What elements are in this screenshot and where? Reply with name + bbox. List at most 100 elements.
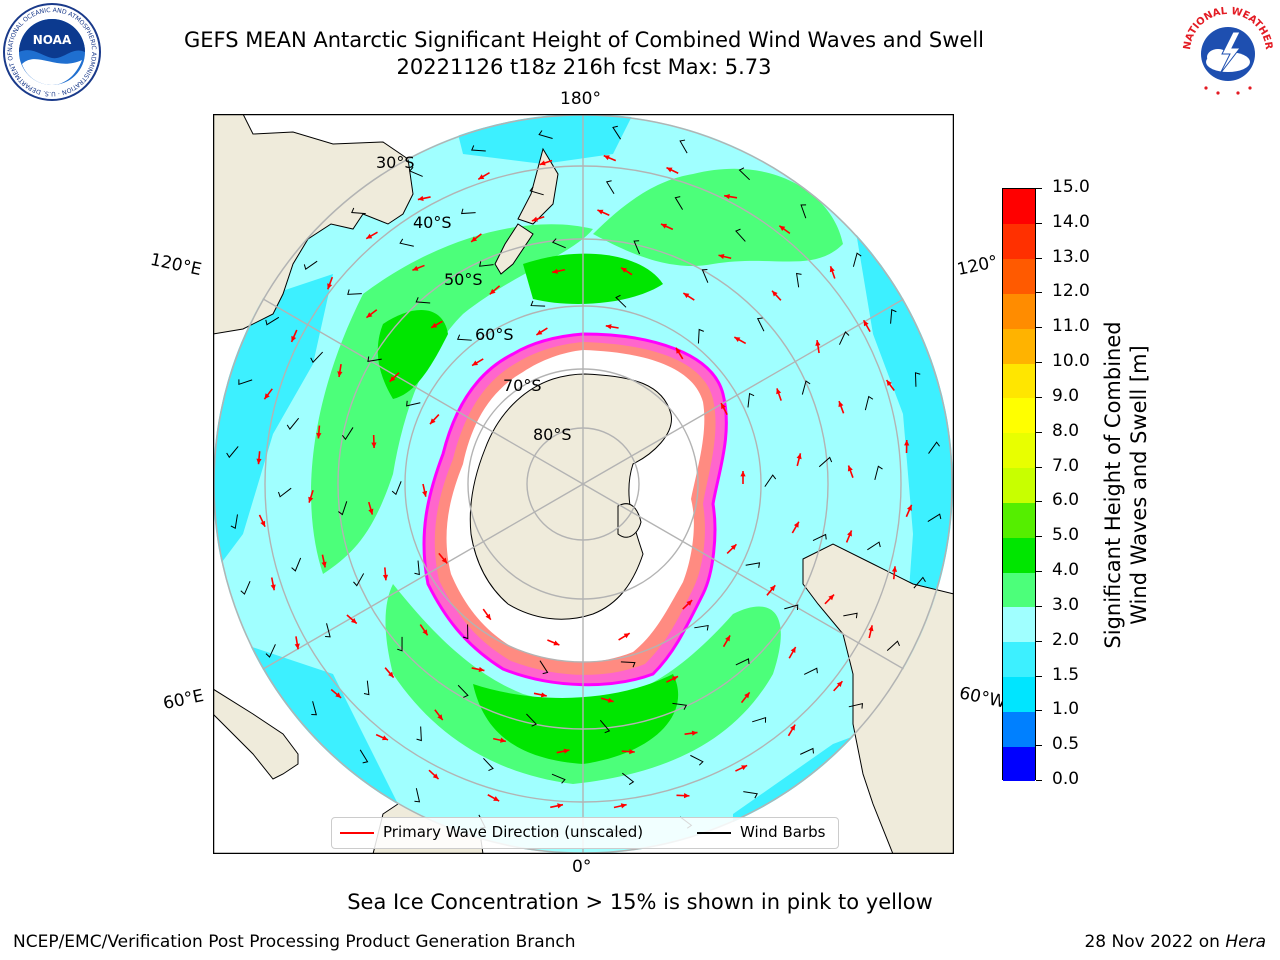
- wind-barb: [690, 754, 704, 766]
- wave-direction-arrowhead: [472, 360, 479, 366]
- colorbar-tick-label: 1.0: [1052, 699, 1080, 720]
- wind-barb: [679, 139, 688, 154]
- wind-barb: [745, 562, 761, 568]
- colorbar-tick-label: 15.0: [1052, 177, 1090, 197]
- wind-barb: [551, 773, 566, 784]
- wave-direction-arrowhead: [264, 393, 270, 400]
- colorbar-tick-label: 11.0: [1052, 316, 1090, 337]
- wind-barb: [286, 417, 300, 430]
- wave-direction-arrowhead: [838, 401, 844, 408]
- wave-direction-arrowhead: [493, 796, 500, 802]
- wave-direction-arrowhead: [366, 233, 373, 239]
- wave-direction-arrowhead: [437, 714, 443, 721]
- wave-direction-arrowhead: [294, 643, 300, 650]
- lon-label-120e: 120°E: [148, 249, 204, 281]
- wind-barb: [620, 661, 636, 668]
- chart-subtitle: 20221126 t18z 216h fcst Max: 5.73: [396, 55, 772, 79]
- wind-barb: [701, 268, 709, 283]
- wave-direction-arrowhead: [337, 371, 343, 377]
- wave-direction-arrowhead: [371, 442, 377, 448]
- colorbar-segment: [1003, 746, 1035, 782]
- wave-direction-arrowhead: [907, 504, 912, 511]
- wave-direction-arrowhead: [256, 458, 262, 465]
- colorbar-tick-label: 5.0: [1052, 525, 1080, 546]
- wave-direction-arrowhead: [540, 692, 547, 698]
- wave-direction-arrowhead: [744, 692, 750, 699]
- wave-direction-arrowhead: [350, 618, 357, 624]
- wave-direction-arrowhead: [335, 692, 342, 698]
- wind-barb: [796, 272, 802, 288]
- wind-barb: [874, 465, 883, 480]
- noaa-logo-icon: NATIONAL OCEANIC AND ATMOSPHERIC ADMINIS…: [2, 2, 101, 101]
- colorbar-segment: [1003, 711, 1035, 747]
- legend-barb-swatch: [697, 832, 731, 834]
- wind-barb: [812, 533, 827, 542]
- wave-direction-arrowhead: [531, 216, 538, 222]
- wave-direction-arrowhead: [539, 160, 546, 166]
- map-legend: Primary Wave Direction (unscaled) Wind B…: [331, 817, 839, 849]
- wind-barb: [605, 180, 615, 195]
- colorbar-label-line1: Significant Height of Combined: [1101, 321, 1125, 649]
- wind-barb: [800, 747, 814, 755]
- wave-direction-arrowhead: [683, 793, 690, 799]
- wave-direction-arrowhead: [891, 566, 898, 572]
- wave-direction-arrowhead: [563, 748, 570, 754]
- credit-right: 28 Nov 2022 on Hera: [1084, 932, 1266, 952]
- colorbar-tickmark: [1036, 536, 1042, 538]
- wave-direction-arrowhead: [776, 388, 782, 395]
- wave-direction-arrowhead: [417, 195, 424, 202]
- wave-direction-arrowhead: [790, 724, 796, 731]
- wind-barb: [414, 788, 421, 803]
- wind-barb: [697, 328, 704, 344]
- credit-left: NCEP/EMC/Verification Post Processing Pr…: [13, 932, 576, 952]
- wave-direction-arrowhead: [368, 508, 374, 515]
- wave-direction-arrowhead: [815, 340, 821, 346]
- wave-direction-arrowhead: [366, 312, 373, 318]
- wave-direction-arrowhead: [724, 194, 730, 200]
- colorbar-tick-label: 8.0: [1052, 420, 1080, 441]
- wave-direction-arrowhead: [597, 209, 604, 215]
- wind-barb: [633, 240, 641, 255]
- wind-barb: [738, 167, 751, 181]
- wind-barb: [530, 300, 546, 307]
- wave-direction-arrowhead: [779, 225, 786, 232]
- wind-barb: [456, 334, 472, 341]
- colorbar-tickmark: [1036, 780, 1042, 781]
- colorbar-tickmark: [1036, 188, 1042, 189]
- wind-barb: [325, 623, 331, 638]
- wind-barb: [764, 474, 777, 487]
- wave-direction-arrowhead: [308, 496, 314, 503]
- wind-barb: [839, 331, 850, 345]
- colorbar-segment: [1003, 502, 1035, 538]
- wind-barb: [406, 400, 421, 407]
- wave-direction-arrowhead: [422, 629, 428, 636]
- wave-direction-arrowhead: [382, 735, 389, 741]
- wave-direction-arrowhead: [316, 432, 322, 439]
- wave-direction-arrowhead: [478, 174, 485, 180]
- lat-label-40s: 40°S: [413, 213, 452, 232]
- wave-direction-arrowhead: [741, 765, 748, 771]
- wave-direction-arrowhead: [389, 376, 396, 382]
- wind-barb: [694, 624, 709, 631]
- legend-barb-label: Wind Barbs: [740, 823, 826, 841]
- wind-barb: [735, 658, 750, 666]
- graticule: [213, 114, 953, 854]
- wind-barb: [852, 252, 862, 267]
- vector-field: [226, 125, 942, 839]
- wind-barb: [529, 186, 544, 196]
- legend-wave-label: Primary Wave Direction (unscaled): [383, 823, 644, 841]
- lat-label-80s: 80°S: [533, 425, 572, 444]
- wind-barb: [800, 204, 807, 219]
- wave-direction-arrowhead: [828, 594, 835, 601]
- wind-barb: [479, 261, 494, 267]
- colorbar-segment: [1003, 293, 1035, 329]
- wind-barb: [526, 713, 538, 727]
- wave-direction-arrowhead: [605, 324, 612, 330]
- map-frame-border: [213, 114, 954, 854]
- wave-direction-arrowhead: [441, 557, 448, 564]
- wave-direction-arrowhead: [270, 584, 276, 591]
- wind-barb: [756, 317, 765, 332]
- wave-direction-arrowhead: [661, 223, 668, 229]
- wind-barb: [674, 196, 684, 210]
- wind-barb: [752, 717, 767, 723]
